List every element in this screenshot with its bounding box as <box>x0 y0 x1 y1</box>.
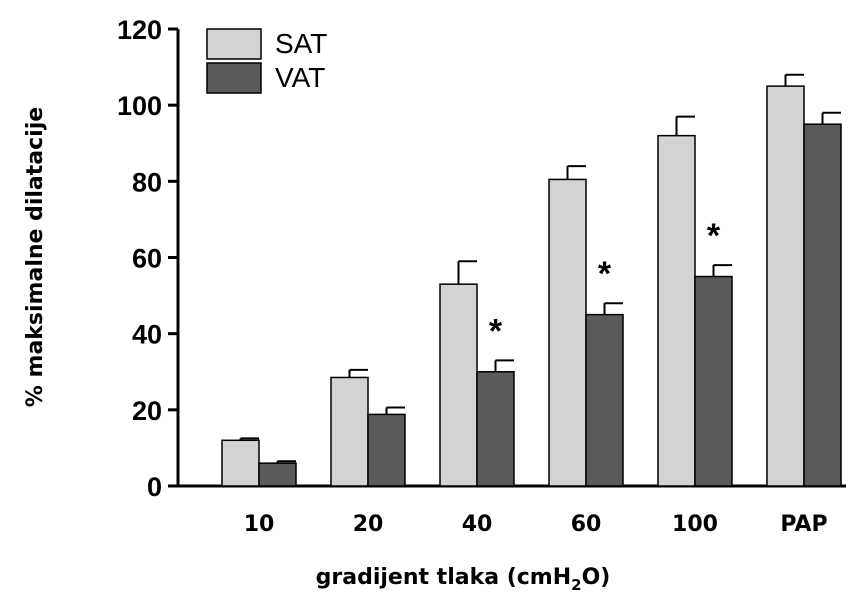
bar-sat-60 <box>548 178 587 487</box>
bar-sat-40 <box>439 283 478 487</box>
x-axis-title-prefix: gradijent tlaka (cmH <box>316 565 572 590</box>
x-axis-title-suffix: O) <box>582 565 611 590</box>
y-tick-label: 120 <box>117 15 162 45</box>
y-axis-title: % maksimalne dilatacije <box>23 107 48 407</box>
bar-vat-40 <box>476 371 515 487</box>
x-tick-label: 60 <box>571 512 602 537</box>
bar-sat-100 <box>657 134 696 487</box>
x-tick-label: 100 <box>672 512 718 537</box>
x-axis-title: gradijent tlaka (cmH2O) <box>316 565 611 592</box>
bar-sat-pap <box>766 85 805 487</box>
legend-swatch-sat <box>206 28 262 60</box>
y-tick-label: 60 <box>132 244 162 274</box>
bar-vat-100 <box>694 275 733 487</box>
y-tick-label: 40 <box>132 320 162 350</box>
bar-vat-pap <box>803 123 842 487</box>
x-tick-label: PAP <box>780 512 827 537</box>
significance-star: * <box>707 217 721 255</box>
significance-star: * <box>598 255 612 293</box>
legend-label-vat: VAT <box>275 62 325 93</box>
y-tick-label: 0 <box>147 472 162 502</box>
x-tick-label: 10 <box>244 512 275 537</box>
x-tick-label: 20 <box>353 512 384 537</box>
significance-star: * <box>489 312 503 350</box>
x-axis-tick-labels: 10 20 40 60 100 PAP <box>244 512 828 537</box>
error-bars <box>239 73 841 464</box>
y-tick-label: 20 <box>132 396 162 426</box>
bar-vat-10 <box>258 462 297 487</box>
significance-markers: * * * <box>489 217 721 350</box>
bar-vat-60 <box>585 313 624 487</box>
y-tick-label: 100 <box>117 91 162 121</box>
y-tick-label: 80 <box>132 167 162 197</box>
bar-sat-10 <box>221 439 260 487</box>
bar-sat-20 <box>330 376 369 487</box>
bar-vat-20 <box>367 413 406 487</box>
x-axis-title-subscript: 2 <box>571 576 581 592</box>
bars <box>221 85 842 487</box>
legend-label-sat: SAT <box>275 28 327 59</box>
x-tick-label: 40 <box>462 512 493 537</box>
legend-swatch-vat <box>206 62 262 94</box>
